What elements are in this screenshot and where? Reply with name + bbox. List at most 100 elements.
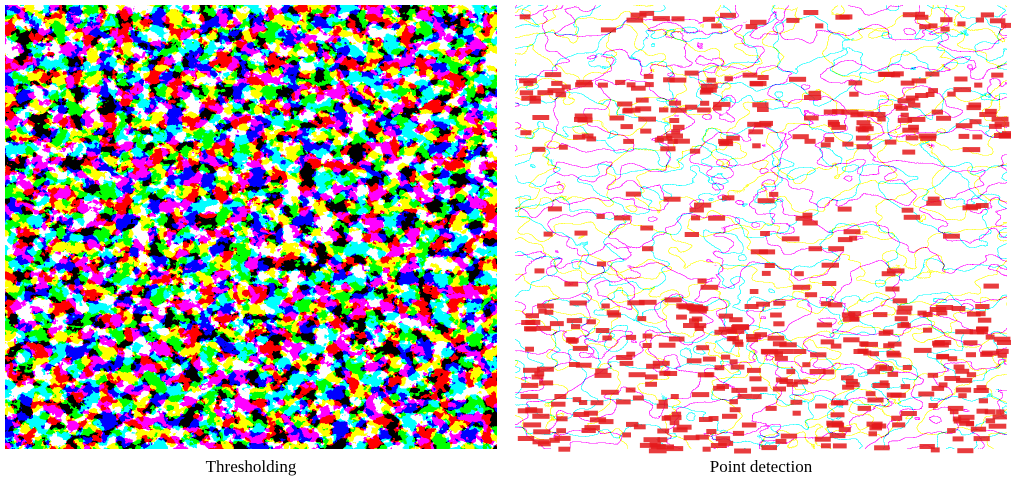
point-marker (558, 447, 570, 452)
point-marker (518, 436, 534, 441)
point-marker (550, 321, 564, 326)
point-marker (844, 229, 861, 234)
point-marker (548, 88, 565, 93)
point-marker (875, 365, 887, 370)
point-marker (872, 383, 889, 388)
point-marker (954, 77, 967, 82)
point-marker (1001, 23, 1011, 28)
point-marker (666, 134, 683, 139)
point-marker (761, 349, 777, 354)
point-marker (520, 90, 533, 95)
point-marker (781, 434, 797, 439)
point-marker (747, 368, 761, 373)
point-marker (664, 415, 681, 420)
point-marker (570, 301, 587, 306)
point-marker (893, 298, 907, 303)
point-marker (597, 262, 606, 267)
point-marker (695, 306, 708, 311)
point-marker (664, 197, 681, 202)
point-marker (773, 387, 786, 392)
point-marker (520, 14, 531, 19)
point-marker (569, 362, 580, 367)
point-marker (903, 12, 917, 17)
point-marker (957, 448, 973, 453)
point-marker (932, 110, 943, 115)
point-marker (841, 375, 854, 380)
point-marker (731, 365, 745, 370)
point-marker (901, 411, 917, 416)
point-marker (657, 404, 668, 409)
point-marker (870, 351, 879, 356)
point-marker (573, 346, 588, 351)
point-marker (664, 371, 677, 376)
point-marker (701, 88, 713, 93)
point-marker (984, 284, 999, 289)
point-marker (691, 215, 700, 220)
point-marker (521, 320, 535, 325)
point-marker (768, 336, 785, 341)
point-marker (947, 92, 955, 97)
point-marker (821, 142, 831, 147)
point-marker (700, 101, 709, 106)
point-marker (751, 387, 767, 392)
point-marker (701, 285, 719, 290)
point-marker (849, 80, 863, 85)
point-marker (523, 422, 541, 427)
point-marker (727, 336, 736, 341)
point-marker (885, 140, 897, 145)
point-marker (521, 394, 539, 399)
point-marker (708, 216, 725, 221)
point-marker (846, 382, 860, 387)
point-marker (843, 337, 859, 342)
point-marker (759, 121, 773, 126)
point-marker (821, 443, 831, 448)
point-marker (525, 347, 534, 352)
point-marker (871, 112, 886, 117)
point-marker (810, 352, 826, 357)
point-marker (595, 369, 608, 374)
point-marker (659, 343, 676, 348)
point-marker (971, 427, 986, 432)
point-marker (719, 141, 733, 146)
point-marker (773, 321, 784, 326)
point-marker (904, 215, 920, 220)
point-marker (715, 365, 725, 370)
point-marker (643, 334, 653, 339)
point-marker (834, 400, 849, 405)
point-marker (803, 10, 818, 15)
point-marker (957, 21, 965, 26)
point-marker (794, 271, 804, 276)
point-marker (953, 87, 971, 92)
point-marker (936, 310, 947, 315)
point-marker (559, 145, 568, 150)
point-marker (809, 246, 823, 251)
point-marker (760, 231, 770, 236)
point-marker (770, 313, 782, 318)
point-marker (623, 139, 634, 144)
point-marker (990, 18, 1006, 23)
point-marker (782, 236, 800, 241)
point-marker (598, 83, 608, 88)
point-marker (537, 304, 554, 309)
point-marker (976, 203, 989, 208)
point-marker (974, 436, 990, 441)
point-marker (746, 334, 761, 339)
point-marker (677, 425, 692, 430)
point-marker (831, 125, 846, 130)
point-marker (828, 120, 839, 125)
point-marker (906, 135, 919, 140)
point-marker (659, 107, 668, 112)
caption: Point detection (710, 457, 813, 476)
point-marker (958, 393, 966, 398)
point-marker (991, 73, 1003, 78)
point-marker (645, 374, 658, 379)
point-marker (815, 404, 827, 409)
point-marker (986, 335, 995, 340)
point-marker (607, 310, 620, 315)
point-marker (838, 207, 852, 212)
point-marker (833, 443, 847, 448)
point-marker (749, 376, 761, 381)
point-marker (925, 72, 939, 77)
point-marker (901, 81, 915, 86)
point-marker (622, 432, 631, 437)
